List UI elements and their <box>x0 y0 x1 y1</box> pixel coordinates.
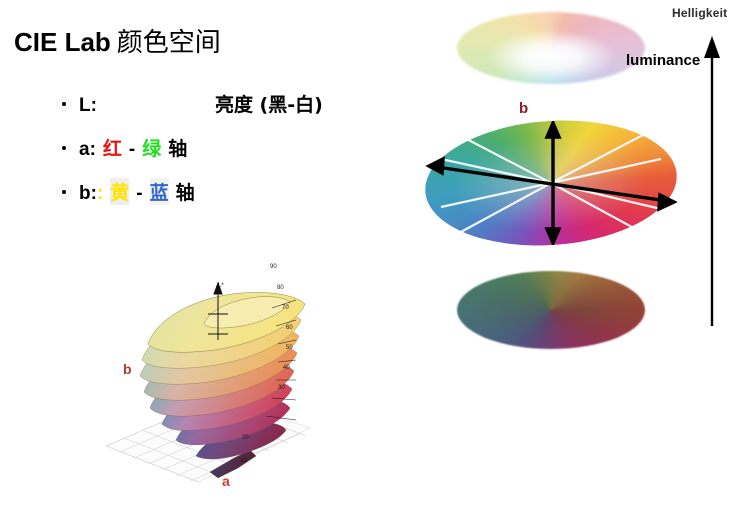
gamut-layers <box>139 292 306 479</box>
bullet-b-axis-word: 轴 <box>175 182 195 204</box>
layer-tick-30: 30 <box>278 385 285 391</box>
layer-tick-leaders <box>265 299 297 421</box>
layer-tick-50: 50 <box>286 345 293 351</box>
bullet-list: L: 亮度 (黑-白) a: 红 - 绿 轴 b: : 黄 - 蓝 <box>62 90 323 222</box>
l-star-axis-arrow <box>208 281 228 340</box>
label-a-axis-gamut: a <box>222 473 230 489</box>
a-axis-arrow-right <box>657 192 677 212</box>
title-latin: CIE Lab <box>14 27 111 57</box>
bullet-a-dash: - <box>128 139 136 160</box>
a-axis-arrow-left <box>425 156 445 176</box>
b-axis-arrow-up <box>544 121 562 139</box>
bullet-l-value: 亮度 (黑-白) <box>214 94 323 116</box>
bullet-b-dash: - <box>136 183 143 204</box>
bullet-item-l: L: 亮度 (黑-白) <box>62 90 323 134</box>
layer-tick-90: 90 <box>270 264 277 270</box>
layer-tick-80: 80 <box>277 285 284 291</box>
bullet-dot-icon <box>62 102 66 106</box>
label-b-axis-gamut: b <box>123 361 132 377</box>
gamut-3d-svg <box>105 281 311 483</box>
bullet-item-b: b: : 黄 - 蓝 轴 <box>62 178 323 222</box>
bullet-item-a: a: 红 - 绿 轴 <box>62 134 323 178</box>
lightness-slice-dark <box>457 271 645 349</box>
luminance-axis-arrow <box>704 36 720 326</box>
bullet-a-key: a: <box>79 139 96 160</box>
page-title: CIE Lab 颜色空间 <box>14 22 221 59</box>
a-axis-line <box>436 165 668 203</box>
color-wheel-axes-overlay <box>425 121 677 245</box>
bullet-l-key: L: <box>79 95 97 116</box>
lightness-slice-mid <box>420 112 682 254</box>
lightness-slice-light <box>457 12 645 84</box>
b-axis-arrow-down <box>544 227 562 245</box>
bullet-a-axis-word: 轴 <box>168 138 188 160</box>
label-b-axis-wheel: b <box>519 100 529 117</box>
label-l-star: L* <box>218 283 224 289</box>
title-cjk: 颜色空间 <box>116 28 221 58</box>
label-helligkeit: Helligkeit <box>672 6 728 20</box>
axis-arrows <box>425 121 677 245</box>
bullet-a-positive: 红 <box>102 138 122 160</box>
gamut-3d-plot: 90 80 70 60 50 40 30 20 10 <box>100 250 315 502</box>
layer-tick-10: 10 <box>240 458 247 464</box>
layer-tick-70: 70 <box>282 305 289 311</box>
bullet-b-negative: 蓝 <box>149 178 169 205</box>
bullet-b-extra-colon: : <box>96 183 104 204</box>
color-solid-diagram <box>415 0 745 370</box>
layer-tick-40: 40 <box>283 365 290 371</box>
bullet-a-negative: 绿 <box>142 138 162 160</box>
layer-tick-60: 60 <box>286 325 293 331</box>
bullet-dot-icon <box>62 146 66 150</box>
bullet-dot-icon <box>62 190 66 194</box>
bullet-b-key: b: <box>79 183 97 204</box>
bullet-b-positive: 黄 <box>110 178 130 205</box>
layer-tick-20: 20 <box>242 435 249 441</box>
label-luminance: luminance <box>626 52 701 69</box>
